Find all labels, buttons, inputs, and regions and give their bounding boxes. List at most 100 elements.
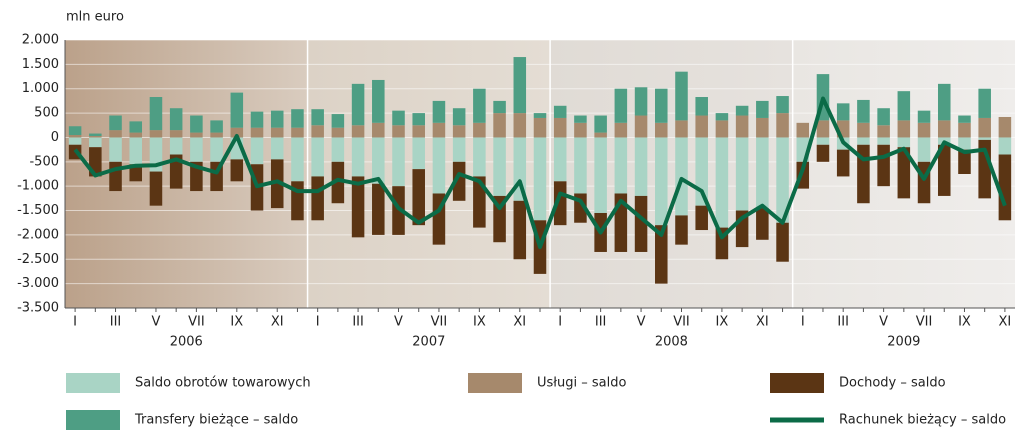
bar-segment [311,109,324,126]
x-tick-label: I [801,315,805,330]
x-tick-label: V [152,315,161,330]
bar-segment [250,111,264,128]
bar-segment [574,122,587,138]
bar-segment [149,171,163,206]
bar-segment [594,115,607,133]
bar-segment [230,159,244,182]
y-tick-label: -2.000 [17,227,59,242]
bar-segment [129,164,143,182]
bar-segment [877,144,890,187]
bar-segment [270,159,284,209]
bar-segment [493,137,506,196]
bar-segment [493,195,506,243]
bar-segment [412,125,425,138]
bar-segment [574,137,587,194]
bar-segment [392,125,405,138]
bar-segment [958,115,971,123]
bar-segment [857,137,870,145]
bar-segment [533,137,547,221]
y-tick-label: -3.500 [17,301,59,316]
y-tick-label: 500 [34,106,59,121]
legend-label: Dochody – saldo [839,376,946,391]
bar-segment [958,149,971,174]
bar-segment [675,120,688,138]
bar-segment [594,137,607,213]
bar-segment [553,181,567,226]
x-tick-label: I [558,315,562,330]
legend-label: Saldo obrotów towarowych [135,376,311,391]
x-tick-label: III [110,315,122,330]
bar-segment [351,125,365,138]
x-tick-label: I [73,315,77,330]
bar-segment [169,130,183,138]
bar-segment [351,176,365,238]
bar-segment [735,105,749,116]
bar-segment [89,137,102,148]
x-tick-label: XI [513,315,526,330]
x-tick-label: V [879,315,888,330]
bar-segment [655,137,668,226]
legend-label: Usługi – saldo [537,376,626,391]
bar-segment [695,115,708,138]
bar-segment [877,108,890,126]
bar-segment [533,113,547,118]
bar-segment [857,99,870,123]
bar-segment [68,137,82,145]
bar-segment [715,120,729,138]
bar-segment [655,225,668,284]
bar-segment [917,137,931,162]
bar-segment [311,137,324,177]
bar-segment [432,100,446,123]
year-background [550,40,793,308]
line-series [73,96,1007,250]
bar-segment [513,200,527,260]
year-background [307,40,551,308]
x-tick-label: III [595,315,607,330]
bar-segment [594,132,607,138]
year-label: 2009 [887,335,920,350]
year-label: 2007 [412,335,445,350]
bar-segment [109,115,122,131]
bar-segment [776,222,789,262]
bar-segment [351,137,365,177]
bar-segment [311,176,324,221]
legend-label: Transfery bieżące – saldo [134,413,298,428]
legend-label: Rachunek bieżący – saldo [839,413,1006,428]
bar-segment [816,137,830,145]
bar-segment [634,137,648,196]
bar-segment [210,132,223,138]
bar-segment [675,71,688,121]
legend-swatch [66,373,120,393]
bar-segment [89,135,102,138]
x-tick-label: IX [716,315,729,330]
bar-segment [190,137,203,162]
bar-segment [392,137,405,187]
bar-segment [230,127,244,138]
bar-segment [614,137,628,194]
bar-segment [230,92,244,128]
bar-segment [655,88,668,123]
x-tick-label: IX [473,315,486,330]
bar-segment [250,137,264,165]
bar-segment [210,120,223,133]
bar-segment [109,130,122,138]
x-tick-label: XI [756,315,769,330]
bar-segment [89,133,102,136]
bar-segment [432,122,446,138]
bar-segment [796,122,810,138]
bar-segment [169,154,183,189]
bar-segment [210,137,223,162]
bar-segment [351,83,365,126]
bar-segment [937,144,951,196]
bar-segment [978,88,991,118]
bar-segment [452,161,466,201]
y-tick-label: -2.500 [17,252,59,267]
bar-segment [998,116,1012,138]
y-tick-label: 1.500 [22,57,59,72]
x-tick-label: V [394,315,403,330]
bar-segment [291,127,304,138]
bar-segment [452,108,466,126]
bar-segment [452,125,466,138]
bar-segment [372,137,385,184]
y-tick-label: -3.000 [17,276,59,291]
